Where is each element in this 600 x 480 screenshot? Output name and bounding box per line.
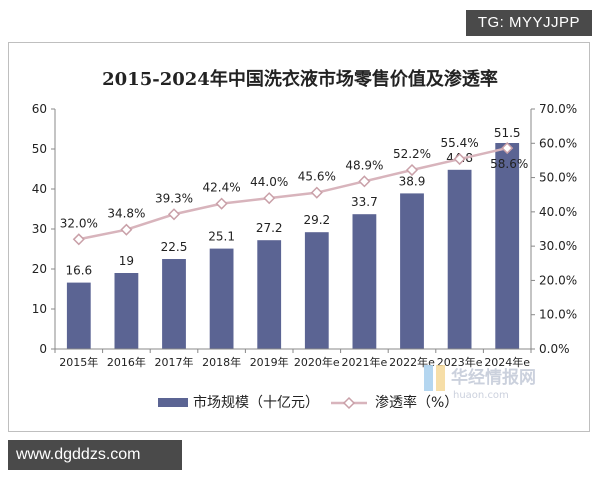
bar-value-label: 27.2 [256, 221, 283, 235]
huaon-logo: 华经情报网 huaon.com [424, 365, 536, 401]
y-left-tick-label: 10 [32, 302, 47, 316]
chart-title: 2015-2024年中国洗衣液市场零售价值及渗透率 [102, 68, 498, 90]
x-tick-label: 2017年 [155, 355, 194, 369]
bar-value-label: 16.6 [65, 264, 92, 278]
x-tick-label: 2016年 [107, 355, 146, 369]
bar [114, 273, 139, 349]
line-value-label: 52.2% [393, 147, 431, 161]
bar [257, 240, 282, 349]
y-right-tick-label: 0.0% [539, 342, 570, 356]
y-axis-right: 0.0% 10.0% 20.0% 30.0% 40.0% 50.0% 60.0% 70.0% [530, 102, 577, 356]
x-axis: 2015年 2016年 2017年 2018年 2019年 2020年e 2021年e 202… [54, 348, 532, 369]
line-series: 32.0% 34.8% 39.3% 42.4% 44.0% 45.6% 48.9% 52.2%… [60, 136, 528, 246]
bar [352, 214, 377, 349]
x-tick-label: 2015年 [59, 355, 98, 369]
penetration-line [78, 146, 508, 241]
line-value-label: 44.0% [250, 175, 288, 189]
line-value-label: 32.0% [60, 216, 98, 230]
line-marker [501, 142, 514, 155]
legend-bar-swatch [158, 398, 188, 407]
legend-diamond-icon [342, 396, 356, 410]
y-right-tick-label: 10.0% [539, 308, 577, 322]
bar [209, 248, 234, 349]
x-tick-label: 2023年e [437, 355, 483, 369]
y-left-tick-label: 40 [32, 182, 47, 196]
x-tick-label: 2024年e [484, 355, 530, 369]
line-value-label: 48.9% [345, 158, 383, 172]
legend-bar-label: 市场规模（十亿元） [193, 394, 319, 411]
bar [66, 282, 91, 349]
line-marker [310, 186, 323, 199]
x-tick-label: 2021年e [342, 355, 388, 369]
line-value-label: 42.4% [203, 181, 241, 195]
y-left-tick-label: 50 [32, 142, 47, 156]
bar-value-label: 29.2 [303, 213, 330, 227]
bar [447, 169, 472, 349]
line-marker [215, 197, 228, 210]
logo-subtext: huaon.com [453, 390, 509, 401]
bar-value-label: 19 [119, 254, 134, 268]
x-tick-label: 2019年 [250, 355, 289, 369]
line-marker [120, 223, 133, 236]
y-right-tick-label: 30.0% [539, 239, 577, 253]
y-left-tick-label: 20 [32, 262, 47, 276]
y-right-tick-label: 40.0% [539, 205, 577, 219]
line-marker [167, 208, 181, 221]
line-value-label: 34.8% [107, 207, 145, 221]
x-tick-label: 2022年e [389, 355, 435, 369]
y-axis-left: 0 10 20 30 40 50 60 [32, 102, 56, 356]
bar [400, 193, 424, 349]
y-right-tick-label: 70.0% [539, 102, 577, 116]
logo-mark-yellow [436, 365, 445, 391]
bar-value-label: 25.1 [208, 230, 235, 244]
y-left-tick-label: 0 [39, 342, 47, 356]
y-right-tick-label: 20.0% [539, 273, 577, 287]
chart-svg: 2015-2024年中国洗衣液市场零售价值及渗透率 0102030405060 … [32, 68, 577, 411]
line-marker [453, 152, 466, 166]
legend-line-label: 渗透率（%） [375, 394, 458, 411]
logo-text: 华经情报网 [451, 367, 536, 388]
line-value-label: 45.6% [298, 170, 336, 184]
bar-value-label: 38.9 [399, 174, 426, 188]
y-right-tick-label: 60.0% [539, 136, 577, 150]
x-tick-label: 2018年 [202, 355, 241, 369]
line-marker [72, 233, 85, 246]
bar-value-label: 22.5 [161, 240, 188, 254]
line-value-label: 55.4% [441, 136, 479, 150]
line-value-label: 39.3% [155, 191, 193, 205]
y-left-tick-label: 30 [32, 222, 47, 236]
bar-value-label: 33.7 [351, 195, 378, 209]
bar-value-label: 51.5 [494, 126, 521, 140]
bar [162, 259, 186, 349]
logo-mark-blue [424, 365, 433, 391]
watermark-site: www.dgddzs.com [8, 440, 182, 470]
line-value-label: 58.6% [490, 157, 528, 171]
line-marker [263, 192, 276, 205]
y-right-tick-label: 50.0% [539, 171, 577, 185]
chart-container: 2015-2024年中国洗衣液市场零售价值及渗透率 0 10 20 30 40 50 60 … [8, 42, 590, 432]
bar [304, 232, 329, 349]
legend: 市场规模（十亿元） 渗透率（%） [158, 394, 458, 411]
x-tick-label: 2020年e [294, 355, 340, 369]
watermark-tg: TG: MYYJJPP [465, 10, 592, 36]
line-marker [358, 175, 371, 188]
y-left-tick-label: 60 [32, 102, 47, 116]
bar [495, 143, 520, 349]
line-marker [405, 163, 419, 177]
